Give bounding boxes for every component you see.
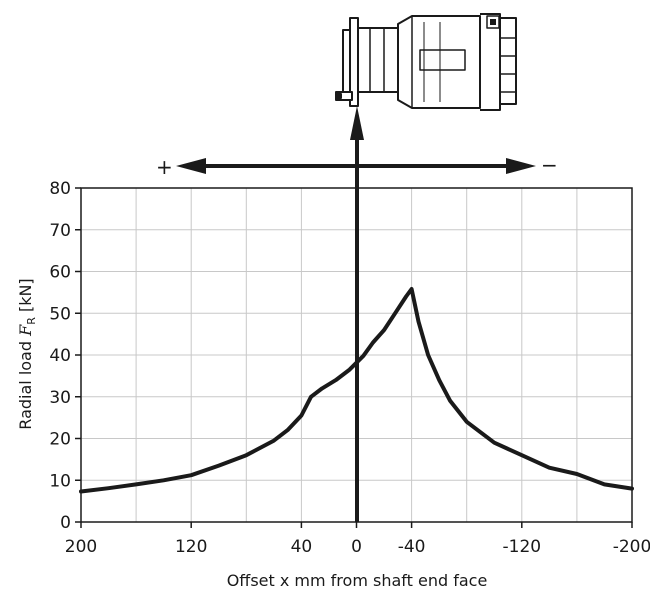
y-tick-label: 60 [49, 263, 71, 283]
x-tick-label: 200 [65, 537, 97, 557]
x-axis-title: Offset x mm from shaft end face [227, 571, 488, 590]
series-line [79, 287, 634, 494]
y-tick-label: 50 [49, 304, 71, 324]
y-tick-label: 20 [49, 430, 71, 450]
y-axis-title: Radial load FR [kN] [16, 278, 38, 429]
plus-sign: + [156, 155, 173, 179]
y-tick-label: 40 [49, 346, 71, 366]
y-tick-label: 0 [60, 513, 71, 533]
load-arrow [350, 106, 364, 522]
minus-sign: − [541, 153, 558, 177]
series-layer [79, 287, 634, 494]
y-axis-title-prefix: Radial load [16, 336, 35, 430]
y-axis-title-subscript: R [25, 317, 38, 325]
x-tick-label: -120 [503, 537, 542, 557]
y-tick-label: 10 [49, 471, 71, 491]
y-tick-label: 70 [49, 221, 71, 241]
y-tick-label: 30 [49, 388, 71, 408]
y-axis-title-symbol: F [16, 324, 35, 337]
x-tick-label: 40 [291, 537, 313, 557]
x-tick-label: -40 [398, 537, 426, 557]
x-tick-label: 120 [175, 537, 207, 557]
hydraulic-motor-illustration [335, 13, 517, 111]
y-tick-label: 80 [49, 179, 71, 199]
tick-labels: 0 10 20 30 40 50 60 70 80 200 120 40 0 -40 -120 -200 [49, 179, 650, 557]
y-axis-title-unit: [kN] [16, 278, 35, 317]
x-tick-label: -200 [613, 537, 650, 557]
x-tick-label: 0 [351, 537, 362, 557]
